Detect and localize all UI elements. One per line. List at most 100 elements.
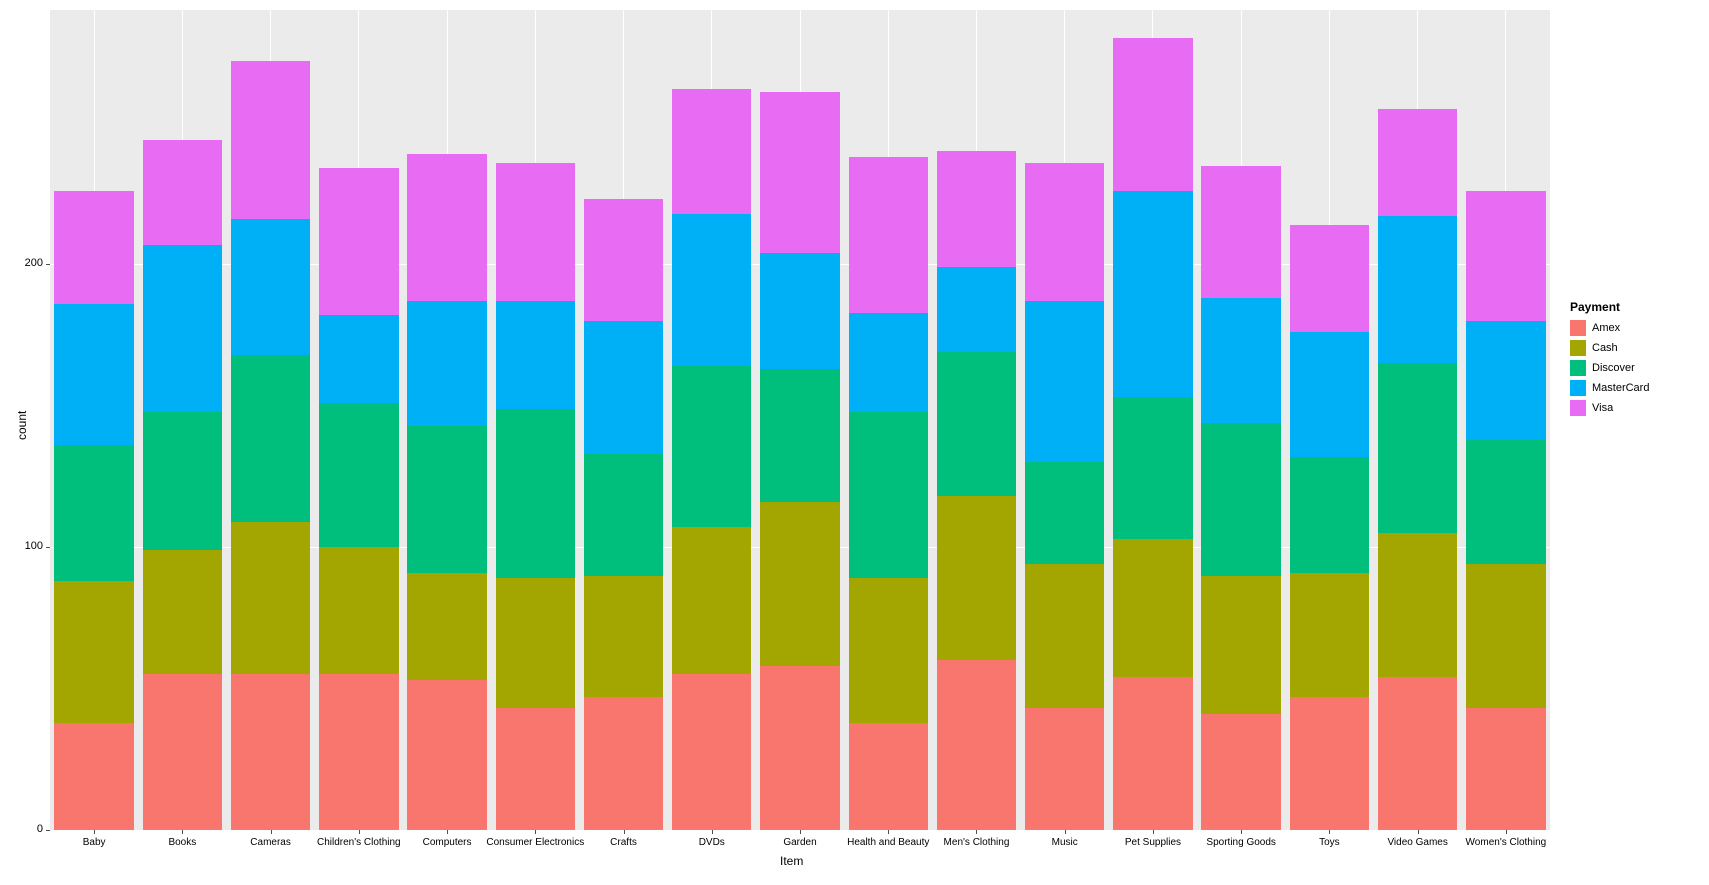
bar-segment <box>937 352 1016 496</box>
x-tick-label: Video Games <box>1387 837 1447 848</box>
x-tick-mark <box>182 830 183 834</box>
bar-segment <box>672 366 751 527</box>
bar-segment <box>319 315 398 403</box>
bar-segment <box>672 674 751 830</box>
bar-segment <box>407 680 486 830</box>
legend-label: Discover <box>1592 362 1635 374</box>
y-axis-title: count <box>15 411 29 440</box>
x-tick-mark <box>535 830 536 834</box>
bar-segment <box>849 412 928 579</box>
bar-segment <box>937 496 1016 660</box>
x-tick-mark <box>1153 830 1154 834</box>
bar-segment <box>1290 573 1369 697</box>
bar-segment <box>849 723 928 830</box>
bar-segment <box>1466 564 1545 708</box>
bar-segment <box>584 697 663 830</box>
bar-segment <box>937 151 1016 267</box>
bar-segment <box>584 321 663 454</box>
bar-segment <box>1290 457 1369 573</box>
x-tick-label: Books <box>168 837 196 848</box>
y-tick-label: 0 <box>37 823 43 835</box>
x-tick-mark <box>447 830 448 834</box>
bar-segment <box>496 301 575 408</box>
bar-segment <box>54 723 133 830</box>
x-tick-mark <box>624 830 625 834</box>
bar-segment <box>54 445 133 581</box>
bar-segment <box>143 245 222 412</box>
legend-swatch <box>1570 400 1586 416</box>
x-tick-label: Toys <box>1319 837 1340 848</box>
bar-segment <box>54 581 133 722</box>
bar-segment <box>319 547 398 674</box>
bar-segment <box>849 578 928 722</box>
bar-segment <box>231 219 310 355</box>
bar-segment <box>231 522 310 675</box>
x-tick-label: Health and Beauty <box>847 837 929 848</box>
bar-segment <box>584 199 663 321</box>
bar-segment <box>584 576 663 698</box>
bar-segment <box>496 578 575 708</box>
legend-label: Cash <box>1592 342 1618 354</box>
bar-segment <box>1201 423 1280 576</box>
bar-segment <box>1113 38 1192 191</box>
bar-segment <box>1201 166 1280 299</box>
bar-segment <box>231 355 310 522</box>
bar-segment <box>1290 332 1369 456</box>
bar-segment <box>1466 708 1545 830</box>
bar-segment <box>231 61 310 219</box>
x-tick-label: Music <box>1052 837 1078 848</box>
legend-items: AmexCashDiscoverMasterCardVisa <box>1570 320 1649 416</box>
x-tick-label: Women's Clothing <box>1466 837 1547 848</box>
x-tick-mark <box>976 830 977 834</box>
bar-segment <box>1025 163 1104 302</box>
bar-segment <box>319 674 398 830</box>
x-tick-label: DVDs <box>699 837 725 848</box>
y-tick-label: 200 <box>25 257 43 269</box>
bar-segment <box>760 253 839 369</box>
bar-segment <box>143 674 222 830</box>
bar-segment <box>1378 677 1457 830</box>
x-tick-mark <box>1506 830 1507 834</box>
legend-swatch <box>1570 320 1586 336</box>
bar-segment <box>319 403 398 547</box>
legend-label: Visa <box>1592 402 1613 414</box>
y-tick-mark <box>46 264 50 265</box>
x-tick-label: Baby <box>83 837 106 848</box>
x-tick-mark <box>712 830 713 834</box>
bar-segment <box>143 550 222 674</box>
bar-segment <box>496 163 575 302</box>
bar-segment <box>760 369 839 502</box>
legend-label: Amex <box>1592 322 1620 334</box>
y-tick-mark <box>46 830 50 831</box>
bar-segment <box>407 573 486 680</box>
bar-segment <box>496 708 575 830</box>
bar-segment <box>1113 539 1192 678</box>
legend-title: Payment <box>1570 300 1649 314</box>
x-tick-mark <box>1241 830 1242 834</box>
bar-segment <box>937 660 1016 830</box>
bar-segment <box>1201 714 1280 830</box>
bar-segment <box>1201 298 1280 422</box>
legend-swatch <box>1570 360 1586 376</box>
bar-segment <box>1113 191 1192 397</box>
legend-item: Cash <box>1570 340 1649 356</box>
bar-segment <box>143 140 222 245</box>
bar-segment <box>1290 225 1369 332</box>
bar-segment <box>407 426 486 573</box>
bar-segment <box>1025 708 1104 830</box>
x-tick-mark <box>800 830 801 834</box>
bar-segment <box>1113 677 1192 830</box>
bar-segment <box>407 301 486 425</box>
bar-segment <box>1025 301 1104 462</box>
bar-segment <box>937 267 1016 352</box>
bar-segment <box>1466 321 1545 440</box>
legend-swatch <box>1570 340 1586 356</box>
x-tick-mark <box>94 830 95 834</box>
bar-segment <box>54 304 133 445</box>
bar-segment <box>1025 564 1104 708</box>
bar-segment <box>1025 462 1104 564</box>
bar-segment <box>1113 397 1192 538</box>
legend-item: Discover <box>1570 360 1649 376</box>
bar-segment <box>672 89 751 213</box>
bar-segment <box>1466 440 1545 564</box>
